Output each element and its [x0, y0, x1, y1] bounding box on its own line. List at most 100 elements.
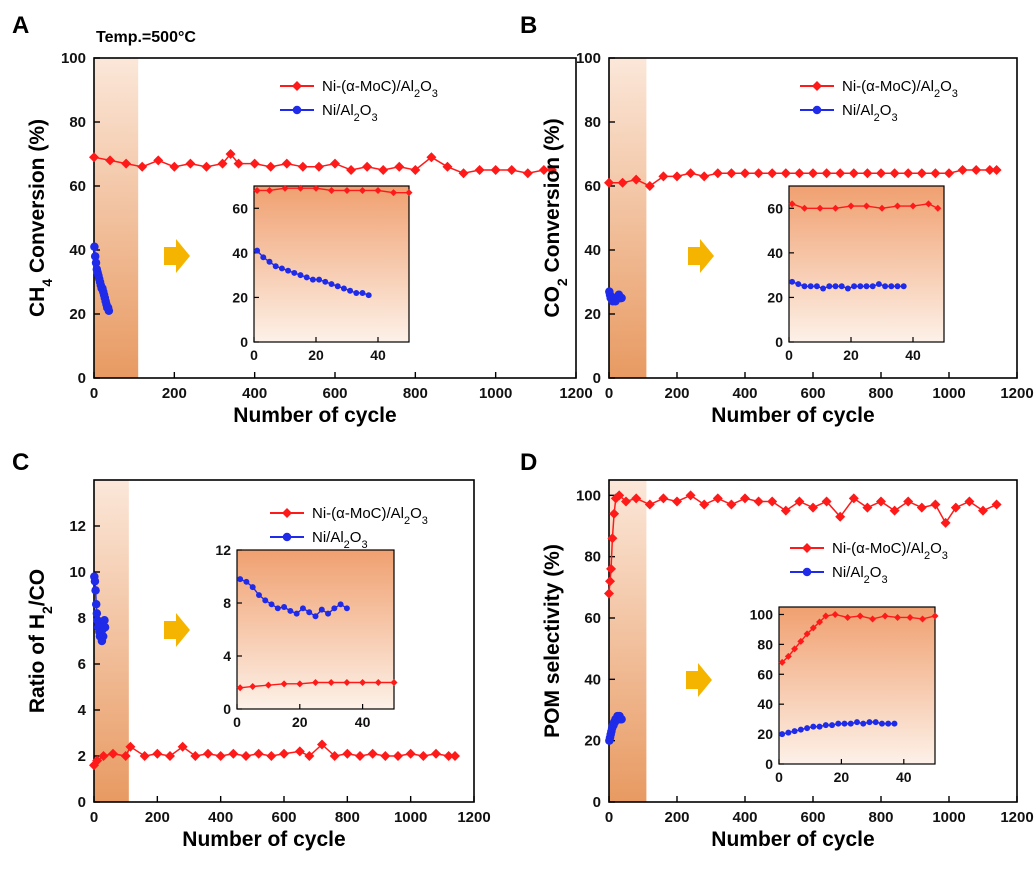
data-point — [604, 177, 614, 188]
inset-data-point — [280, 680, 288, 688]
inset-x-tick-label: 40 — [355, 714, 371, 730]
data-point — [450, 751, 460, 761]
x-tick-label: 1200 — [1000, 809, 1033, 826]
inset-data-point — [900, 283, 907, 290]
inset-y-tick-label: 0 — [765, 756, 773, 772]
data-point — [104, 306, 114, 316]
y-tick-label: 40 — [584, 242, 601, 259]
data-point — [443, 751, 454, 761]
data-point — [394, 161, 405, 172]
data-point — [903, 496, 914, 507]
x-tick-label: 1200 — [1000, 385, 1033, 402]
data-point — [944, 168, 954, 179]
inset-data-point — [934, 204, 942, 212]
legend-label: Ni-(α-MoC)/Al2O3 — [832, 540, 948, 562]
inset-data-point — [325, 610, 332, 617]
data-point — [426, 152, 437, 163]
data-point — [940, 517, 951, 528]
x-tick-label: 400 — [732, 809, 757, 826]
inset-data-point — [260, 254, 267, 261]
data-point — [780, 505, 791, 516]
inset-y-tick-label: 0 — [240, 334, 248, 350]
inset-plot: 0 20 40 0 20 40 60 80 100 — [750, 606, 939, 785]
legend-label: Ni/Al2O3 — [312, 529, 368, 551]
inset-data-point — [253, 186, 261, 194]
arrow-icon — [686, 663, 712, 697]
data-point — [98, 632, 108, 641]
legend-label: Ni/Al2O3 — [832, 564, 888, 586]
panel-letter: A — [12, 12, 29, 39]
series-blue — [90, 242, 114, 316]
data-point — [617, 293, 626, 303]
inset-y-tick-label: 20 — [757, 726, 773, 742]
data-point — [217, 158, 228, 169]
inset-data-point — [854, 719, 860, 726]
inset-data-point — [803, 630, 811, 638]
data-point — [767, 168, 778, 179]
y-tick-label: 80 — [584, 549, 601, 566]
panel-letter: D — [520, 449, 537, 476]
data-point — [185, 158, 196, 169]
x-tick-label: 0 — [90, 385, 98, 402]
data-point — [380, 751, 391, 761]
data-point — [474, 165, 485, 175]
inset-data-point — [919, 615, 927, 623]
data-point — [876, 168, 886, 179]
data-point — [98, 751, 109, 761]
panel-d: D0 200 400 600 800 1000 1200020406080100Number… — [520, 449, 1034, 851]
y-axis-title: CH4 Conversion (%) — [26, 119, 55, 317]
data-point — [604, 588, 614, 599]
inset-data-point — [826, 283, 833, 290]
data-point — [121, 158, 132, 169]
inset-x-tick-label: 0 — [775, 769, 783, 785]
x-tick-label: 200 — [664, 809, 689, 826]
series-red — [89, 739, 460, 771]
x-tick-label: 400 — [732, 385, 757, 402]
x-tick-label: 1200 — [457, 809, 490, 826]
inset-data-point — [872, 719, 879, 726]
data-point — [808, 502, 818, 513]
x-tick-label: 1000 — [932, 385, 965, 402]
inset-data-point — [851, 283, 858, 290]
series-blue — [90, 572, 110, 646]
inset-x-tick-label: 0 — [785, 347, 793, 363]
y-axis-title: CO2 Conversion (%) — [541, 118, 570, 317]
inset-data-point — [925, 200, 932, 208]
data-point — [137, 161, 148, 172]
data-point — [699, 499, 710, 510]
inset-data-point — [262, 597, 269, 604]
inset-data-point — [278, 265, 285, 272]
inset-y-tick-label: 60 — [767, 200, 783, 216]
inset-data-point — [334, 283, 341, 290]
inset-data-point — [347, 287, 354, 294]
data-point — [92, 609, 102, 618]
inset-series-red — [778, 610, 939, 666]
data-point — [92, 755, 103, 766]
x-axis-title: Number of cycle — [182, 828, 345, 851]
inset-data-point — [359, 679, 367, 686]
x-tick-label: 600 — [271, 809, 296, 826]
inset-data-point — [788, 200, 796, 208]
data-point — [100, 616, 109, 625]
inset-data-point — [906, 613, 914, 621]
data-point — [862, 168, 873, 179]
inset-data-point — [841, 720, 848, 727]
series-red — [604, 165, 1002, 191]
x-tick-label: 1000 — [394, 809, 427, 826]
legend-marker — [802, 543, 812, 553]
y-tick-label: 0 — [78, 370, 86, 387]
temperature-annotation: Temp.=500°C — [96, 29, 196, 46]
data-point — [266, 751, 277, 761]
inset-data-point — [832, 283, 839, 290]
y-tick-label: 60 — [584, 610, 601, 627]
inset-data-point — [857, 283, 864, 290]
data-point — [225, 149, 236, 159]
inset-plot: 0 20 40 0 20 40 60 — [232, 184, 413, 363]
data-point — [330, 158, 340, 169]
x-tick-label: 1000 — [932, 809, 965, 826]
inset-data-point — [875, 281, 882, 288]
inset-data-point — [256, 592, 262, 599]
